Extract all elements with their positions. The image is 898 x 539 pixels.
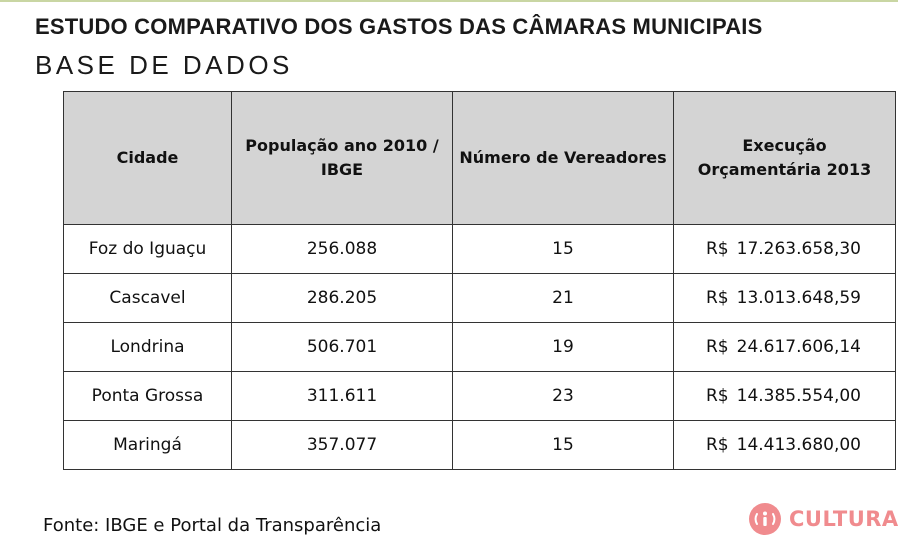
table-row: Maringá 357.077 15 R$ 14.413.680,00 bbox=[63, 420, 896, 470]
page-title: ESTUDO COMPARATIVO DOS GASTOS DAS CÂMARA… bbox=[35, 14, 763, 39]
cell-councillors: 15 bbox=[452, 420, 674, 470]
budget-value: 13.013.648,59 bbox=[736, 288, 861, 308]
cell-councillors: 15 bbox=[452, 224, 674, 274]
currency-symbol: R$ bbox=[706, 288, 729, 308]
info-icon bbox=[749, 503, 781, 535]
currency-symbol: R$ bbox=[706, 435, 729, 455]
cell-councillors: 23 bbox=[452, 371, 674, 421]
logo-text: CULTURA bbox=[789, 507, 898, 531]
cell-budget: R$ 17.263.658,30 bbox=[673, 224, 896, 274]
cell-population: 506.701 bbox=[231, 322, 453, 372]
cell-city: Ponta Grossa bbox=[63, 371, 232, 421]
cell-city: Cascavel bbox=[63, 273, 232, 323]
budget-value: 14.385.554,00 bbox=[736, 386, 861, 406]
top-rule bbox=[0, 0, 898, 2]
budget-value: 17.263.658,30 bbox=[736, 239, 861, 259]
budget-value: 14.413.680,00 bbox=[736, 435, 861, 455]
cell-city: Londrina bbox=[63, 322, 232, 372]
table-header-row: Cidade População ano 2010 / IBGE Número … bbox=[63, 91, 896, 225]
column-header-budget: Execução Orçamentária 2013 bbox=[673, 91, 896, 225]
cell-city: Foz do Iguaçu bbox=[63, 224, 232, 274]
cell-budget: R$ 13.013.648,59 bbox=[673, 273, 896, 323]
currency-symbol: R$ bbox=[706, 239, 729, 259]
cell-population: 286.205 bbox=[231, 273, 453, 323]
column-header-population: População ano 2010 / IBGE bbox=[231, 91, 453, 225]
cell-population: 357.077 bbox=[231, 420, 453, 470]
cell-population: 256.088 bbox=[231, 224, 453, 274]
column-header-councillors: Número de Vereadores bbox=[452, 91, 674, 225]
table-row: Foz do Iguaçu 256.088 15 R$ 17.263.658,30 bbox=[63, 224, 896, 274]
column-header-city: Cidade bbox=[63, 91, 232, 225]
cultura-logo: CULTURA bbox=[749, 502, 898, 536]
page-subtitle: BASE DE DADOS bbox=[35, 50, 293, 80]
currency-symbol: R$ bbox=[706, 386, 729, 406]
cell-budget: R$ 14.385.554,00 bbox=[673, 371, 896, 421]
table-row: Londrina 506.701 19 R$ 24.617.606,14 bbox=[63, 322, 896, 372]
currency-symbol: R$ bbox=[706, 337, 729, 357]
data-table: Cidade População ano 2010 / IBGE Número … bbox=[63, 91, 896, 470]
budget-value: 24.617.606,14 bbox=[736, 337, 861, 357]
cell-councillors: 21 bbox=[452, 273, 674, 323]
table-row: Ponta Grossa 311.611 23 R$ 14.385.554,00 bbox=[63, 371, 896, 421]
source-note: Fonte: IBGE e Portal da Transparência bbox=[43, 515, 382, 536]
cell-city: Maringá bbox=[63, 420, 232, 470]
table-row: Cascavel 286.205 21 R$ 13.013.648,59 bbox=[63, 273, 896, 323]
cell-population: 311.611 bbox=[231, 371, 453, 421]
column-header-budget-label: Execução Orçamentária 2013 bbox=[697, 136, 872, 179]
cell-councillors: 19 bbox=[452, 322, 674, 372]
column-header-population-label: População ano 2010 / IBGE bbox=[245, 136, 439, 179]
cell-budget: R$ 14.413.680,00 bbox=[673, 420, 896, 470]
cell-budget: R$ 24.617.606,14 bbox=[673, 322, 896, 372]
